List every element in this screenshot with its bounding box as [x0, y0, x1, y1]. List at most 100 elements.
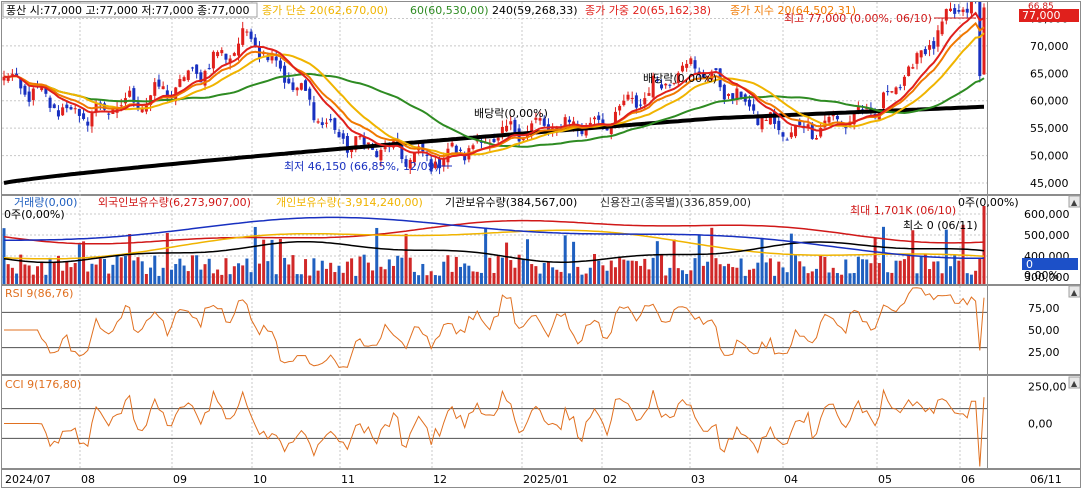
candle-body [752, 104, 756, 111]
price-plot [2, 2, 986, 185]
cci-y-tick-label: 0,00 [1028, 417, 1053, 430]
volume-bar [572, 241, 576, 284]
candle-body [149, 95, 153, 105]
volume-bar [128, 234, 132, 284]
volume-bar [44, 274, 48, 284]
wma20-line [3, 11, 985, 160]
candle-body [505, 125, 509, 132]
ma-legend-ema20: 종가 지수 20(64,502,31) [730, 4, 856, 17]
volume-bar [387, 259, 391, 284]
price-y-tick-label: 60,000 [1030, 95, 1069, 108]
volume-legend-institution: 기관보유수량(384,567,00) [445, 196, 577, 209]
axis-layer: 75,00 0 70,000 65,000 60,000 55,000 50,000 45,0… [5, 12, 1070, 486]
candle-body [768, 112, 772, 125]
volume-bar [626, 260, 630, 284]
candle-body [827, 116, 831, 123]
volume-bar [680, 270, 684, 284]
volume-bar [329, 262, 333, 284]
candle-body [186, 70, 190, 80]
volume-bar [488, 257, 492, 284]
candle-body [911, 67, 915, 69]
rsi-scroll-button[interactable] [1068, 285, 1081, 298]
volume-bar [664, 275, 668, 284]
price-y-tick-label: 50,000 [1030, 150, 1069, 163]
volume-bar [274, 274, 278, 284]
candle-body [890, 91, 894, 93]
candle-body [727, 93, 731, 96]
volume-bar [530, 264, 534, 284]
volume-bar [517, 254, 521, 284]
volume-bar [747, 269, 751, 284]
candle-body [919, 50, 923, 58]
volume-bar [157, 275, 161, 284]
candle-body [672, 82, 676, 84]
x-axis-label: 04 [784, 473, 798, 486]
volume-plot [2, 206, 986, 284]
scroll-up-icon: ▲ [1071, 198, 1078, 207]
volume-bar [685, 273, 689, 284]
candle-body [530, 123, 534, 133]
volume-legend-individual: 개인보유수량(-3,914,240,00) [276, 196, 423, 209]
candle-body [944, 9, 948, 21]
volume-bar [278, 239, 282, 284]
cci-scroll-button[interactable] [1068, 376, 1081, 389]
foreign-holdings-line [3, 219, 985, 245]
candle-body [664, 83, 668, 86]
volume-bar [182, 265, 186, 284]
cci-scroll-icon: ▲ [1071, 379, 1078, 388]
volume-bar [350, 258, 354, 284]
price-header: 풍산 시:77,000 고:77,000 저:77,000 종:77,000 [6, 4, 250, 17]
candle-body [199, 72, 203, 83]
price-header-bg [2, 2, 258, 18]
candle-body [6, 77, 10, 81]
volume-bar [919, 256, 923, 284]
candle-body [655, 79, 659, 82]
volume-bar [634, 261, 638, 284]
candle-body [731, 93, 735, 101]
candle-body [965, 8, 969, 13]
volume-bar [144, 273, 148, 284]
x-axis-label: 10 [253, 473, 267, 486]
volume-bar [831, 267, 835, 284]
candle-body [764, 120, 768, 122]
volume-bar [174, 264, 178, 284]
volume-bar [103, 258, 107, 284]
volume-bar [153, 255, 157, 284]
x-axis-label: 08 [81, 473, 95, 486]
volume-bar [15, 273, 19, 284]
volume-bar [450, 271, 454, 284]
x-axis-label: 12 [433, 473, 447, 486]
candle-body [613, 111, 617, 126]
volume-bar [886, 272, 890, 284]
volume-bar [140, 261, 144, 284]
candle-body [706, 75, 710, 78]
scroll-up-button[interactable] [1068, 195, 1081, 208]
volume-bar [814, 268, 818, 284]
corner-label: 66,85 [1028, 2, 1054, 12]
volume-bar [768, 258, 772, 284]
candle-body [337, 132, 341, 138]
candle-body [295, 87, 299, 91]
candle-body [567, 119, 571, 123]
ma240-line [3, 104, 985, 185]
volume-bar [948, 266, 952, 284]
candle-body [2, 76, 6, 81]
volume-bar [149, 267, 153, 284]
candle-body [601, 119, 605, 125]
volume-bar [861, 259, 865, 284]
volume-bar [224, 258, 228, 284]
volume-bar [706, 261, 710, 284]
candle-body [479, 141, 483, 143]
candle-body [852, 113, 856, 125]
volume-bar [358, 256, 362, 284]
candle-body [442, 158, 446, 167]
volume-bar [316, 270, 320, 284]
volume-bar [953, 255, 957, 284]
volume-bar [660, 254, 664, 284]
volume-bar [881, 226, 885, 284]
candle-body [492, 139, 496, 143]
candle-body [639, 104, 643, 106]
volume-bar [655, 241, 659, 284]
x-axis-label: 05 [878, 473, 892, 486]
volume-bar [412, 271, 416, 284]
